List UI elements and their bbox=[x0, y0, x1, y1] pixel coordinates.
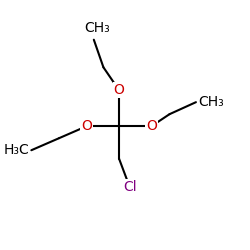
Text: H₃C: H₃C bbox=[3, 143, 29, 157]
Text: O: O bbox=[146, 119, 157, 133]
Text: Cl: Cl bbox=[123, 180, 137, 194]
Text: CH₃: CH₃ bbox=[84, 22, 110, 36]
Text: CH₃: CH₃ bbox=[198, 95, 224, 109]
Text: O: O bbox=[81, 119, 92, 133]
Text: O: O bbox=[114, 83, 124, 97]
